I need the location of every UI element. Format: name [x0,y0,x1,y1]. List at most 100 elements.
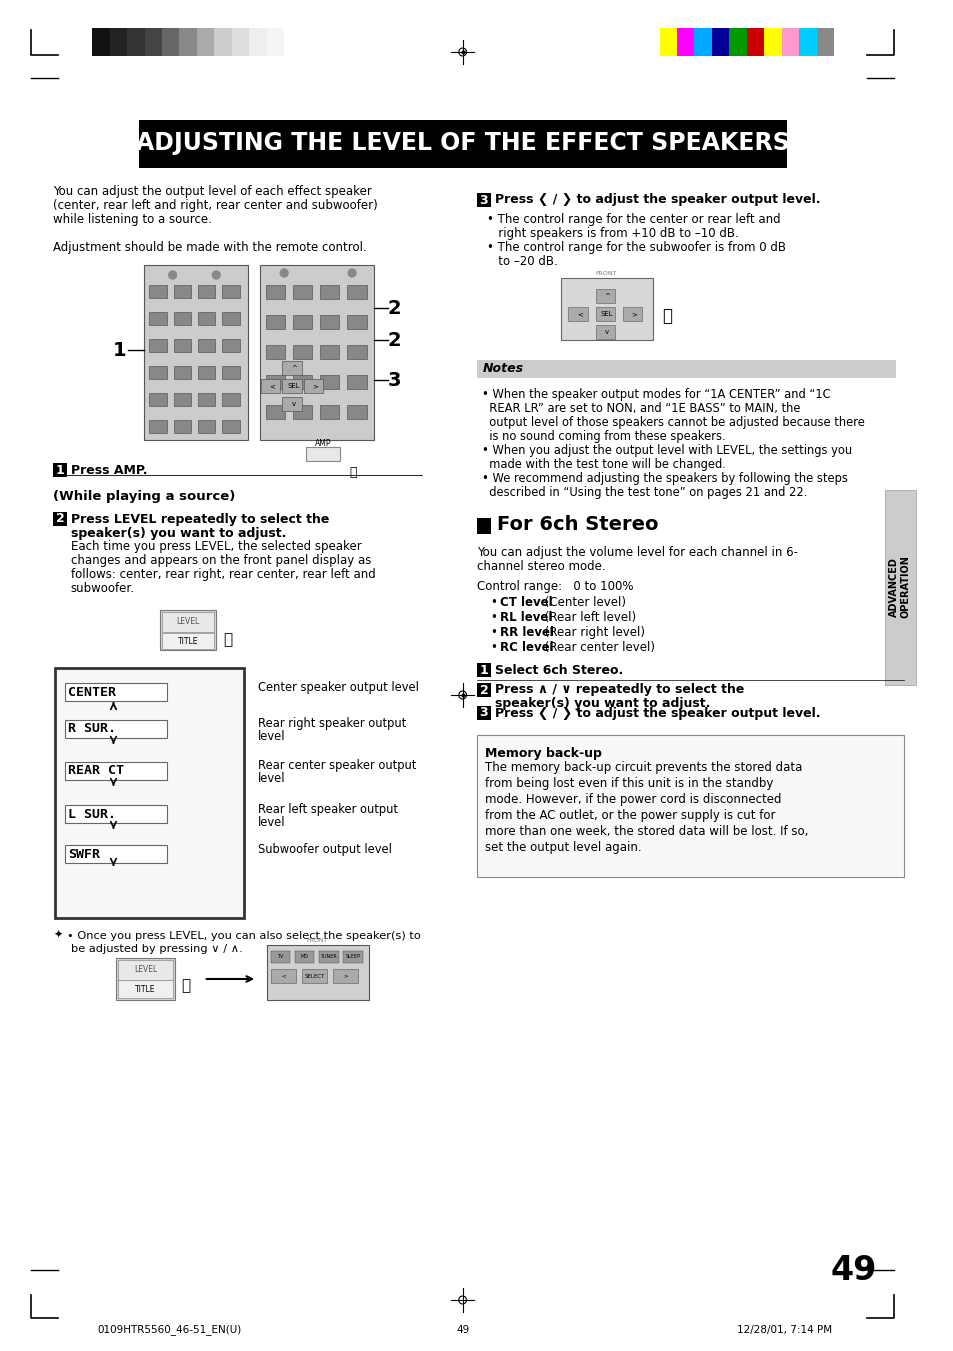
Text: CT level: CT level [500,596,553,609]
Bar [320,315,339,330]
Bar [143,265,248,440]
Bar [303,380,323,393]
Text: Press ∧ / ∨ repeatedly to select the: Press ∧ / ∨ repeatedly to select the [495,684,743,697]
Text: >: > [631,311,637,317]
Bar [173,312,191,326]
Bar [711,28,729,55]
Bar [267,28,284,55]
Text: •: • [490,640,501,654]
Bar [320,285,339,299]
Text: 3: 3 [479,707,488,720]
Bar [883,490,915,685]
Text: 2: 2 [388,299,401,317]
Bar [781,28,799,55]
Text: 49: 49 [456,1325,469,1335]
Bar [271,951,290,963]
Bar [305,447,340,461]
Bar [110,28,127,55]
Bar [320,405,339,419]
Text: be adjusted by pressing ∨ / ∧.: be adjusted by pressing ∨ / ∧. [71,944,242,954]
Bar [282,380,301,393]
Text: Rear left speaker output: Rear left speaker output [257,802,397,816]
Text: >: > [312,382,318,389]
Text: TITLE: TITLE [135,985,155,993]
Text: speaker(s) you want to adjust.: speaker(s) you want to adjust. [495,697,709,711]
Text: Memory back-up: Memory back-up [484,747,601,761]
Bar [197,420,215,434]
Bar [266,405,285,419]
Bar [160,611,216,650]
Text: set the output level again.: set the output level again. [484,842,641,854]
Bar [222,339,239,353]
Bar [197,285,215,299]
Text: 1: 1 [479,663,488,677]
Bar [144,28,162,55]
Bar [293,345,312,359]
Text: Center speaker output level: Center speaker output level [257,681,418,693]
Text: Press ❮ / ❯ to adjust the speaker output level.: Press ❮ / ❯ to adjust the speaker output… [495,193,820,207]
Bar [65,684,167,701]
Text: 2: 2 [388,331,401,350]
Text: MD: MD [300,955,308,959]
Bar [333,969,357,984]
Text: right speakers is from +10 dB to –10 dB.: right speakers is from +10 dB to –10 dB. [486,227,738,240]
Text: ADVANCED
OPERATION: ADVANCED OPERATION [888,555,910,619]
Bar [173,366,191,380]
Text: v: v [292,401,295,407]
Bar [799,28,816,55]
Text: from the AC outlet, or the power supply is cut for: from the AC outlet, or the power supply … [484,809,775,821]
Bar [222,420,239,434]
Bar [197,312,215,326]
Text: <: < [280,974,285,978]
Text: follows: center, rear right, rear center, rear left and: follows: center, rear right, rear center… [71,567,375,581]
Text: ✋: ✋ [223,632,233,647]
Text: • When you adjust the output level with LEVEL, the settings you: • When you adjust the output level with … [481,444,851,457]
Text: SEL: SEL [287,382,300,389]
Text: Rear right speaker output: Rear right speaker output [257,717,406,731]
Bar [476,735,903,877]
Bar [162,634,214,648]
Bar [65,844,167,863]
Text: R SUR.: R SUR. [68,723,115,735]
Text: ^: ^ [603,293,610,299]
Bar [595,307,615,322]
Bar [266,285,285,299]
Bar [138,120,786,168]
Bar [197,366,215,380]
Circle shape [169,272,176,280]
Text: (While playing a source): (While playing a source) [53,490,235,503]
Bar [127,28,144,55]
Text: TITLE: TITLE [177,636,198,646]
Bar [476,684,490,697]
Text: The memory back-up circuit prevents the stored data: The memory back-up circuit prevents the … [484,761,801,774]
Text: SWFR: SWFR [68,847,100,861]
Bar [347,285,366,299]
Bar [347,345,366,359]
Text: 2: 2 [55,512,65,526]
Bar [320,376,339,389]
Text: <: < [270,382,275,389]
Bar [53,512,67,526]
Text: ^: ^ [291,365,296,372]
Bar [65,720,167,738]
Bar [214,28,232,55]
Bar [294,951,314,963]
Bar [260,380,280,393]
Bar [816,28,833,55]
Bar [249,28,267,55]
Bar [197,339,215,353]
Text: from being lost even if this unit is in the standby: from being lost even if this unit is in … [484,777,773,790]
Text: Press ❮ / ❯ to adjust the speaker output level.: Press ❮ / ❯ to adjust the speaker output… [495,707,820,720]
Text: 3: 3 [388,370,401,389]
Bar [65,762,167,780]
Bar [476,663,490,677]
Text: <: < [577,311,582,317]
Text: ✦: ✦ [53,929,63,940]
Text: Adjustment should be made with the remote control.: Adjustment should be made with the remot… [53,240,367,254]
Bar [301,969,327,984]
Bar [476,707,490,720]
Bar [116,958,174,1000]
Text: TV: TV [276,955,283,959]
Text: CENTER: CENTER [68,685,115,698]
Bar [659,28,677,55]
